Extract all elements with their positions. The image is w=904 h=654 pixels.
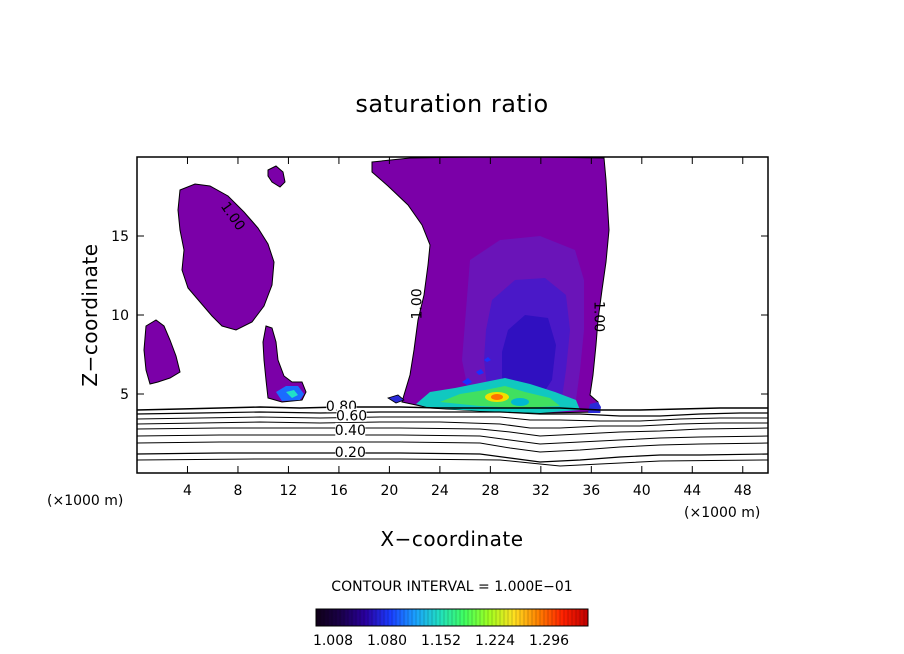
colorbar-ticks: 1.008 1.080 1.152 1.224 1.296	[313, 609, 589, 649]
x-tick-label: 44	[683, 483, 701, 499]
contour-line	[137, 458, 768, 467]
y-axis-title: Z−coordinate	[78, 243, 102, 386]
x-tick-label: 28	[481, 483, 499, 499]
contour-interval: CONTOUR INTERVAL = 1.000E−01	[331, 579, 572, 595]
x-axis-title: X−coordinate	[380, 527, 523, 551]
colorbar: 1.008 1.080 1.152 1.224 1.296	[313, 608, 589, 649]
cloud-region-tiny	[387, 394, 405, 404]
contour-line-layer	[137, 406, 768, 467]
contour-line	[137, 406, 768, 411]
cloud-column-base-cyan	[286, 390, 298, 398]
cloud-base-blue-dots	[462, 357, 491, 385]
cloud-core-blue	[502, 315, 556, 398]
colorbar-tick-label: 1.008	[313, 633, 353, 649]
contour-fill-layer	[143, 157, 610, 414]
contour-labels: 1.001.00 1.000.800.600.400.20	[217, 199, 607, 461]
x-tick-label: 8	[233, 483, 242, 499]
contour-line	[137, 421, 768, 429]
contour-label-text: 0.60	[336, 409, 367, 425]
colorbar-tick-label: 1.080	[367, 633, 407, 649]
contour-label: 0.60	[336, 408, 367, 425]
contour-label: 1.00	[409, 288, 425, 319]
x-tick-label: 4	[183, 483, 192, 499]
y-tick-label: 10	[111, 308, 129, 324]
cloud-base-cell	[511, 398, 529, 406]
contour-line	[137, 411, 768, 417]
x-unit-right: (×1000 m)	[684, 505, 760, 521]
contour-line	[137, 452, 768, 463]
x-tick-label: 40	[633, 483, 651, 499]
y-tick-label: 5	[120, 387, 129, 403]
contour-line	[137, 416, 768, 422]
contour-label-bg	[335, 445, 366, 459]
cloud-region-left-edge	[143, 319, 181, 385]
cloud-region-column	[262, 325, 307, 403]
y-tick-label: 15	[111, 229, 129, 245]
x-tick-label: 24	[431, 483, 449, 499]
colorbar-tick-label: 1.296	[529, 633, 569, 649]
x-tick-label: 20	[380, 483, 398, 499]
cloud-base-orange	[491, 394, 503, 400]
contour-label-text: 0.20	[335, 445, 366, 461]
contour-label-bg	[335, 422, 366, 436]
contour-label: 1.00	[591, 301, 607, 332]
cloud-region-left-upper	[177, 183, 275, 331]
colorbar-tick-label: 1.152	[421, 633, 461, 649]
chart-title: saturation ratio	[355, 90, 548, 118]
x-tick-label: 36	[582, 483, 600, 499]
contour-line	[137, 427, 768, 437]
contour-label-text: 1.00	[591, 301, 607, 332]
contour-line	[137, 441, 768, 453]
contour-line	[137, 434, 768, 445]
contour-label-text: 1.00	[409, 288, 425, 319]
x-tick-label: 48	[734, 483, 752, 499]
cloud-region-small-top	[267, 165, 286, 188]
x-tick-label: 16	[330, 483, 348, 499]
contour-label: 0.20	[335, 445, 366, 461]
x-tick-label: 32	[532, 483, 550, 499]
x-tick-label: 12	[280, 483, 298, 499]
colorbar-tick-label: 1.224	[475, 633, 515, 649]
contour-label-bg	[336, 408, 367, 422]
contour-label: 0.40	[335, 422, 366, 439]
x-unit-left: (×1000 m)	[47, 493, 123, 509]
contour-label-text: 0.40	[335, 423, 366, 439]
